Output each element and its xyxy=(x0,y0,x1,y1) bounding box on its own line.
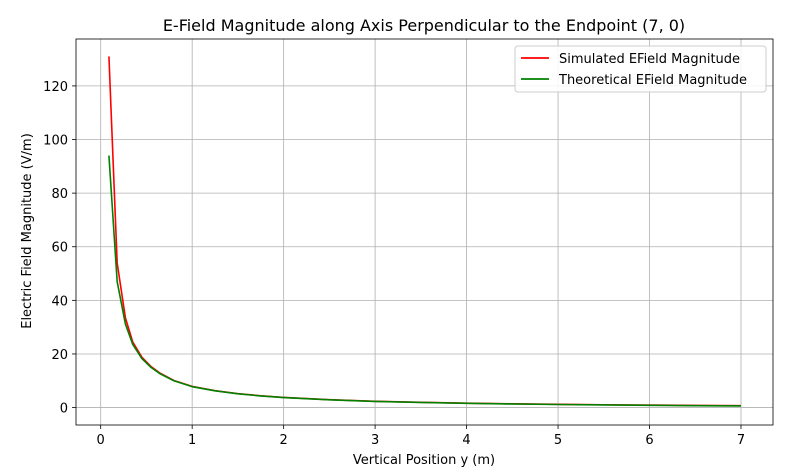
y-tick-label: 120 xyxy=(43,80,68,95)
x-tick-label: 2 xyxy=(279,433,287,448)
x-tick-label: 7 xyxy=(737,433,745,448)
legend-box xyxy=(514,45,767,93)
ticks: 0 1 2 3 4 5 6 7 0 20 40 60 80 100 120 xyxy=(43,80,745,448)
y-axis-label: Electric Field Magnitude (V/m) xyxy=(20,133,35,329)
y-tick-label: 40 xyxy=(51,294,68,309)
series-line-2 xyxy=(108,155,741,407)
y-tick-label: 60 xyxy=(51,241,68,256)
legend-label: Simulated EField Magnitude xyxy=(559,52,740,67)
y-tick-label: 20 xyxy=(51,348,68,363)
chart-title: E-Field Magnitude along Axis Perpendicul… xyxy=(163,16,685,35)
x-tick-label: 6 xyxy=(645,433,653,448)
legend-label: Theoretical EField Magnitude xyxy=(558,73,747,88)
x-axis-label: Vertical Position y (m) xyxy=(353,453,495,468)
x-tick-label: 4 xyxy=(462,433,470,448)
plot-frame xyxy=(75,38,774,426)
legend: Simulated EField Magnitude Theoretical EF… xyxy=(514,45,767,93)
grid xyxy=(76,39,773,425)
x-tick-label: 5 xyxy=(554,433,562,448)
x-tick-label: 0 xyxy=(97,433,105,448)
series-layer xyxy=(108,56,741,407)
y-tick-label: 100 xyxy=(43,134,68,149)
y-tick-label: 0 xyxy=(60,402,68,417)
x-tick-label: 3 xyxy=(371,433,379,448)
x-tick-label: 1 xyxy=(188,433,196,448)
y-tick-label: 80 xyxy=(51,187,68,202)
